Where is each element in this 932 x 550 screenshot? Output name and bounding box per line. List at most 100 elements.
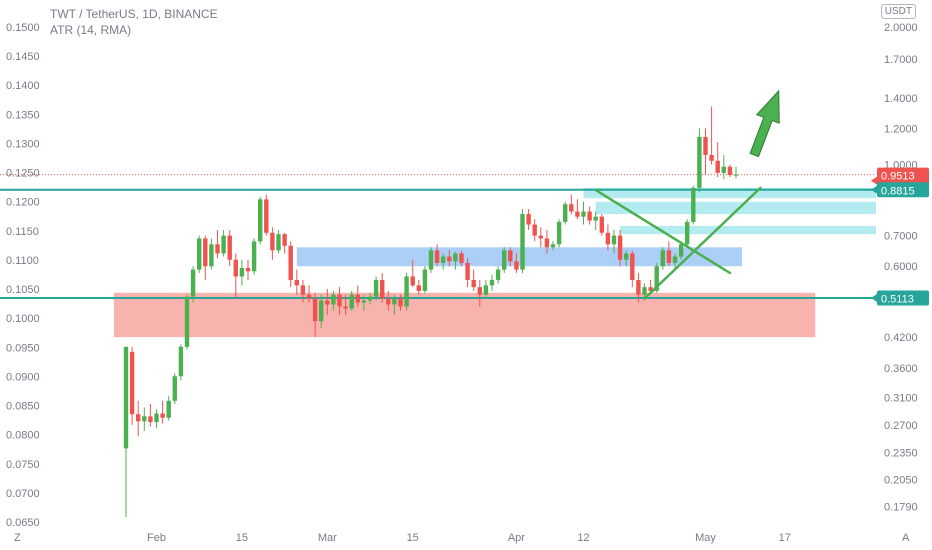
- candle-body: [367, 296, 373, 301]
- candle: [398, 294, 403, 311]
- cyan-zone-1: [583, 187, 876, 199]
- candle-body: [660, 250, 665, 267]
- candle-body: [636, 279, 641, 295]
- candle-body: [648, 287, 653, 291]
- candle-body: [172, 376, 177, 401]
- candle-body: [471, 279, 476, 288]
- candle-body: [373, 279, 379, 297]
- candle: [282, 232, 287, 254]
- candle: [483, 279, 489, 299]
- corner-right-label[interactable]: A: [902, 532, 910, 544]
- symbol-title[interactable]: TWT / TetherUS, 1D, BINANCE: [50, 7, 218, 21]
- candle-body: [599, 216, 604, 233]
- left-axis-tick: 0.1300: [6, 138, 40, 150]
- candle-body: [392, 298, 397, 305]
- candle: [416, 279, 421, 295]
- left-axis-tick: 0.0700: [6, 488, 40, 500]
- left-price-axis[interactable]: 0.1500 0.1450 0.1400 0.1350 0.1300 0.1250 0.12…: [6, 22, 40, 529]
- right-axis-tick: 0.3100: [884, 392, 918, 404]
- candle-body: [184, 296, 190, 347]
- candle-body: [526, 214, 531, 225]
- right-axis-tick: 0.2350: [884, 448, 918, 460]
- candle-body: [380, 279, 385, 299]
- candle: [306, 285, 312, 303]
- current-price-tag-pointer: [871, 176, 877, 185]
- candle: [502, 247, 507, 273]
- candle: [154, 409, 159, 428]
- candle-body: [154, 413, 159, 423]
- time-axis-tick: 15: [407, 532, 419, 544]
- candle-body: [276, 234, 281, 251]
- candle: [337, 287, 342, 315]
- candle-body: [239, 267, 245, 277]
- time-axis-tick: 17: [779, 532, 791, 544]
- right-axis-background: [876, 0, 932, 550]
- candle: [672, 253, 678, 270]
- candle-body: [331, 294, 336, 305]
- candle-body: [215, 244, 220, 254]
- candle: [605, 224, 611, 251]
- candle: [593, 211, 598, 231]
- candle-body: [294, 279, 299, 286]
- candle: [373, 276, 379, 301]
- candle-body: [197, 238, 202, 270]
- candle-body: [343, 306, 348, 309]
- candle: [538, 227, 543, 248]
- candle: [300, 279, 306, 303]
- candle-body: [306, 294, 312, 299]
- corner-left-label[interactable]: Z: [14, 532, 21, 544]
- candle-body: [727, 166, 733, 175]
- candle-body: [514, 261, 519, 270]
- candle: [678, 241, 684, 260]
- candle: [325, 289, 330, 315]
- candle-body: [575, 211, 580, 217]
- candle: [245, 259, 251, 280]
- resistance-tag-text: 0.8815: [881, 185, 915, 197]
- indicator-title[interactable]: ATR (14, RMA): [50, 23, 132, 37]
- candle: [471, 269, 476, 291]
- candle: [691, 185, 696, 225]
- time-axis[interactable]: Feb 15 Mar 15 Apr 12 May 17: [0, 530, 932, 550]
- candle-body: [611, 235, 617, 245]
- candle: [392, 294, 397, 315]
- left-axis-tick: 0.0850: [6, 401, 40, 413]
- candle-body: [422, 269, 428, 291]
- candle: [276, 230, 281, 254]
- candle-body: [221, 235, 226, 254]
- time-axis-background: [0, 530, 932, 550]
- candle-body: [337, 294, 342, 307]
- candle-body: [300, 285, 306, 295]
- candle: [630, 250, 635, 288]
- candle: [166, 396, 171, 421]
- candle: [703, 128, 708, 175]
- descending-trendline: [594, 188, 732, 275]
- candle: [258, 197, 263, 245]
- candle-body: [270, 232, 275, 251]
- candle: [465, 258, 470, 288]
- zones-layer: [113, 187, 876, 338]
- candle-body: [178, 346, 184, 377]
- candle: [209, 238, 214, 270]
- candle: [727, 164, 733, 178]
- currency-unit-badge[interactable]: USDT: [880, 4, 916, 19]
- resistance-tag: 0.8815: [871, 182, 929, 198]
- left-axis-tick: 0.1200: [6, 197, 40, 209]
- candle-body: [605, 232, 611, 245]
- candle-body: [251, 241, 257, 272]
- candle: [264, 194, 269, 236]
- candle-body: [617, 235, 623, 260]
- candle: [441, 253, 446, 270]
- current-price-tag-text: 0.9513: [881, 171, 915, 183]
- candle-body: [459, 253, 464, 263]
- candle-body: [416, 285, 421, 291]
- candle: [355, 285, 360, 307]
- candle: [666, 241, 672, 267]
- left-axis-tick: 0.1150: [6, 226, 39, 238]
- candle: [172, 373, 177, 405]
- right-axis-tick: 0.2700: [884, 420, 918, 432]
- candle: [343, 294, 348, 315]
- right-axis-tick: 0.3600: [884, 363, 918, 375]
- right-price-axis[interactable]: 2.00001.70001.40001.20001.00000.70000.60…: [876, 0, 932, 550]
